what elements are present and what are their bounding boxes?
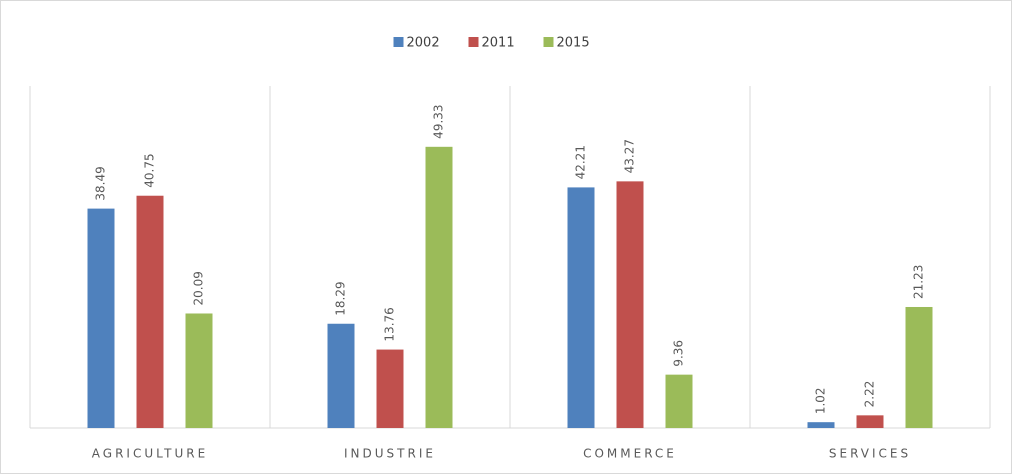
bar	[87, 208, 115, 428]
legend-label: 2002	[407, 36, 440, 51]
x-tick-label: AGRICULTURE	[92, 447, 208, 461]
data-label: 20.09	[192, 271, 206, 305]
data-label: 42.21	[574, 145, 588, 179]
x-tick-label: INDUSTRIE	[344, 447, 436, 461]
bar	[327, 323, 355, 428]
bar	[425, 146, 453, 428]
legend-label: 2011	[482, 36, 515, 51]
bar	[376, 349, 404, 428]
data-label: 49.33	[432, 104, 446, 138]
bar	[807, 422, 835, 428]
x-tick-label: SERVICES	[829, 447, 911, 461]
x-tick-label: COMMERCE	[583, 447, 677, 461]
legend-swatch	[468, 37, 479, 47]
bar	[616, 181, 644, 428]
data-label: 21.23	[912, 265, 926, 299]
bar	[136, 195, 164, 428]
bar	[856, 415, 884, 428]
data-label: 2.22	[863, 381, 877, 408]
data-label: 1.02	[814, 387, 828, 414]
bar	[567, 187, 595, 428]
legend-label: 2015	[557, 36, 590, 51]
legend-swatch	[543, 37, 554, 47]
data-label: 40.75	[143, 153, 157, 187]
legend-swatch	[393, 37, 404, 47]
bar	[905, 306, 933, 428]
bar	[185, 313, 213, 428]
data-label: 9.36	[672, 340, 686, 367]
data-label: 38.49	[94, 166, 108, 200]
data-label: 43.27	[623, 139, 637, 173]
bar	[665, 374, 693, 428]
data-label: 13.76	[383, 307, 397, 341]
data-label: 18.29	[334, 281, 348, 315]
